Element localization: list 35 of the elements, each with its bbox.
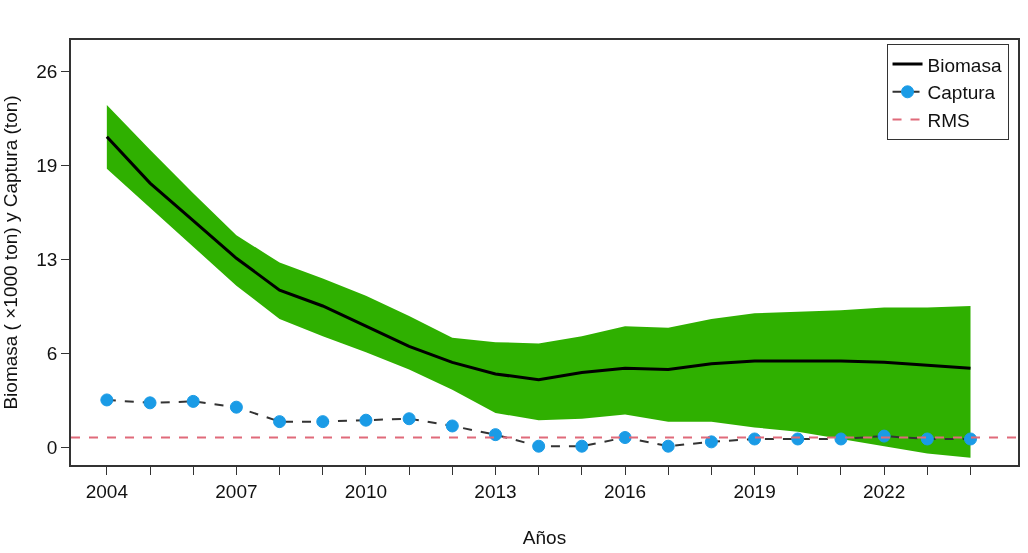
point — [661, 439, 675, 453]
point — [445, 419, 459, 433]
point — [575, 439, 589, 453]
point — [489, 428, 502, 442]
legend-label: Biomasa — [927, 54, 1002, 76]
x-tick-label: 2007 — [215, 480, 258, 502]
point — [316, 415, 330, 429]
legend-label: Captura — [927, 82, 996, 104]
point — [100, 393, 114, 407]
point — [359, 413, 373, 427]
y-tick-label: 6 — [46, 343, 58, 365]
point — [229, 400, 243, 414]
x-tick-label: 2010 — [344, 480, 388, 502]
point — [186, 394, 200, 408]
x-tick-label: 2022 — [862, 480, 906, 502]
x-tick-label: 2013 — [474, 480, 517, 502]
point — [704, 435, 718, 449]
y-tick-label: 26 — [36, 61, 58, 83]
y-axis-title: Biomasa ( ×1000 ton) y Captura (ton) — [0, 95, 21, 410]
x-tick-label: 2016 — [603, 480, 647, 502]
point — [920, 432, 934, 446]
y-tick-label: 13 — [36, 249, 58, 271]
y-tick-label: 19 — [36, 155, 58, 177]
point — [532, 439, 546, 453]
x-tick-label: 2019 — [733, 480, 776, 502]
legend-label: RMS — [927, 109, 970, 131]
point — [402, 412, 416, 426]
point — [834, 432, 848, 446]
line-series — [105, 135, 972, 382]
point — [618, 431, 632, 445]
point — [273, 415, 287, 429]
y-tick-label: 0 — [46, 437, 58, 459]
x-tick-label: 2004 — [85, 480, 129, 502]
x-axis-title: Años — [522, 526, 567, 548]
point — [143, 396, 157, 410]
